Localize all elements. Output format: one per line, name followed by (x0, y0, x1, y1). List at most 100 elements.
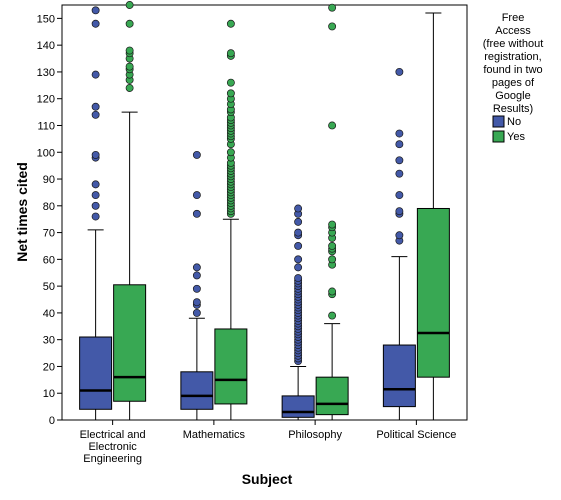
x-axis: Electrical and Electronic Engineering Mathe… (80, 420, 456, 465)
outlier-point (226, 78, 235, 87)
box-iqr (315, 376, 349, 416)
y-tick-label: 70 (43, 228, 55, 240)
box (79, 6, 113, 421)
outlier-point (328, 220, 337, 229)
outlier-point (226, 89, 235, 98)
outlier-point (91, 201, 100, 210)
outlier-point (192, 263, 201, 272)
box (113, 1, 147, 421)
y-tick-label: 60 (43, 254, 55, 266)
outlier-point (328, 242, 337, 250)
box-iqr (281, 395, 315, 418)
box-iqr (113, 284, 147, 402)
outlier-point (192, 308, 201, 317)
outlier-point (328, 121, 337, 130)
outlier-point (226, 49, 235, 58)
outlier-point (125, 1, 134, 9)
y-tick-label: 20 (43, 361, 55, 373)
outlier-point (294, 242, 303, 250)
box (214, 19, 248, 421)
outlier-point (91, 70, 100, 79)
outlier-point (226, 148, 235, 157)
outlier-point (294, 255, 303, 264)
outlier-point (125, 62, 134, 71)
outlier-point (294, 217, 303, 226)
box-iqr (416, 207, 450, 378)
legend-title-line: Free (502, 12, 525, 24)
legend-label: Yes (507, 131, 525, 143)
outlier-point (192, 191, 201, 200)
outlier-point (328, 287, 337, 296)
legend-title-line: Google (495, 90, 530, 102)
x-axis-title: Subject (242, 471, 293, 487)
outlier-point (192, 150, 201, 159)
outlier-point (125, 46, 134, 55)
outlier-point (192, 298, 201, 307)
outlier-point (395, 191, 404, 200)
legend-title-line: found in two (483, 64, 542, 76)
legend-swatch (492, 130, 505, 143)
box-iqr (382, 344, 416, 408)
y-axis-title: Net times cited (14, 162, 30, 262)
x-tick-label: Mathematics (183, 429, 246, 441)
legend-title-line: (free without (483, 38, 544, 50)
box (315, 3, 349, 421)
outlier-point (328, 3, 337, 12)
series-yes (113, 1, 450, 421)
series-no (79, 6, 416, 421)
y-tick-label: 80 (43, 201, 55, 213)
box (416, 12, 450, 421)
outlier-point (91, 150, 100, 159)
y-tick-label: 50 (43, 281, 55, 293)
x-tick-label-line: Electrical and (80, 429, 146, 441)
outlier-point (91, 6, 100, 15)
x-tick-label-line: Engineering (83, 453, 142, 465)
outlier-point (192, 271, 201, 280)
outlier-point (294, 263, 303, 272)
plot-frame (61, 4, 468, 421)
outlier-point (91, 212, 100, 221)
outlier-point (91, 191, 100, 200)
y-tick-label: 40 (43, 308, 55, 320)
y-tick-label: 30 (43, 335, 55, 347)
box-series-group (79, 1, 450, 421)
y-tick-label: 90 (43, 174, 55, 186)
outlier-point (395, 156, 404, 165)
legend-title-line: Results) (493, 103, 533, 115)
y-tick-label: 0 (49, 415, 55, 427)
outlier-point (91, 180, 100, 189)
outlier-point (395, 231, 404, 240)
box-iqr (214, 328, 248, 405)
x-tick-label: Philosophy (288, 429, 342, 441)
outlier-point (125, 19, 134, 28)
outlier-point (226, 19, 235, 28)
outlier-point (328, 255, 337, 264)
box-iqr (79, 336, 113, 410)
outlier-point (91, 19, 100, 28)
x-tick-label-line: Mathematics (183, 429, 246, 441)
legend-title-line: Access (495, 25, 531, 37)
box (281, 204, 315, 421)
y-tick-label: 140 (37, 40, 55, 52)
x-tick-label-line: Electronic (88, 441, 137, 453)
outlier-point (395, 67, 404, 76)
outlier-point (91, 110, 100, 119)
y-tick-label: 100 (37, 147, 55, 159)
x-tick-label: Political Science (376, 429, 456, 441)
legend-title-line: registration, (484, 51, 541, 63)
outlier-point (192, 209, 201, 218)
outlier-point (395, 140, 404, 149)
y-axis: 0 10 20 30 40 50 60 70 80 90 100 110 120 130 140 150 (37, 13, 62, 427)
y-tick-label: 120 (37, 94, 55, 106)
outlier-point (328, 22, 337, 31)
y-tick-label: 150 (37, 13, 55, 25)
outlier-point (294, 228, 303, 237)
legend-swatch (492, 115, 505, 128)
outlier-point (294, 274, 303, 283)
outlier-point (125, 84, 134, 92)
box-iqr (180, 371, 214, 410)
y-tick-label: 130 (37, 67, 55, 79)
